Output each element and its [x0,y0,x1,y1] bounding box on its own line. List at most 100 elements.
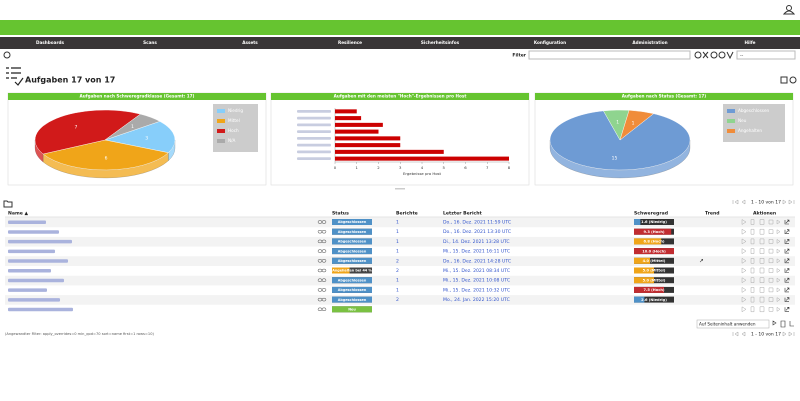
export-icon[interactable] [784,287,790,293]
nav-item[interactable]: Dashboards [36,40,65,45]
severity-label: 9.3 (Hoch) [643,230,664,234]
last-report[interactable]: Do., 16. Dez. 2021 13:30 UTC [443,229,511,235]
folder-icon[interactable] [3,200,13,208]
last-report[interactable]: Mi., 15. Dez. 2021 10:32 UTC [443,287,510,293]
last-report[interactable]: Mi., 15. Dez. 2021 08:34 UTC [443,268,510,274]
nav-item[interactable]: Administration [632,40,667,45]
status-bar [332,277,372,284]
report-count[interactable]: 1 [396,239,399,245]
filter-select[interactable] [736,50,796,60]
task-name-blurred[interactable] [8,307,73,312]
row-stripe [5,275,795,286]
nav-item[interactable]: Assets [242,40,258,45]
filter-select-value: -- [740,54,744,59]
nav-item[interactable]: Resilience [338,40,362,45]
task-name-blurred[interactable] [8,249,55,254]
export-icon[interactable] [784,239,790,244]
action-icons[interactable] [741,267,781,274]
x-tick-label: 8 [508,165,511,170]
task-name-blurred[interactable] [8,220,46,225]
report-count[interactable]: 2 [396,297,399,303]
help-icon[interactable] [3,51,11,59]
status-label: Abgeschlossen [338,249,367,253]
export-icon[interactable] [784,297,790,302]
x-tick-label: 4 [421,165,424,170]
action-icons[interactable] [741,286,781,293]
report-count[interactable]: 1 [396,278,399,284]
column-header[interactable]: Status [332,211,349,217]
severity-track [634,219,674,225]
action-icons[interactable] [741,306,781,313]
export-icon[interactable] [784,258,790,264]
last-report[interactable]: Mi., 15. Dez. 2021 16:11 UTC [443,249,510,255]
action-icons[interactable] [741,238,781,245]
status-track [332,267,372,274]
pager-icons[interactable] [782,199,795,205]
column-header: Aktionen [753,211,776,217]
filter-input[interactable] [528,50,691,60]
observer-icon [317,220,327,224]
task-name-blurred[interactable] [8,230,59,234]
column-header[interactable]: Trend [705,211,720,217]
pie-slice [619,110,655,141]
action-icons[interactable] [741,277,781,284]
last-report[interactable]: Di., 14. Dez. 2021 13:28 UTC [443,239,510,245]
task-name-blurred[interactable] [8,288,47,292]
column-header[interactable]: Berichte [396,211,418,217]
pie-value-label: 1 [131,124,134,130]
export-icon[interactable] [784,268,790,273]
task-name-blurred[interactable] [8,239,72,244]
action-icons[interactable] [741,219,781,225]
report-count[interactable]: 1 [396,220,399,226]
export-icon[interactable] [784,248,790,254]
pagination-top: 1 - 10 von 17 [751,200,781,206]
export-icon[interactable] [784,229,790,234]
observer-icon [317,249,327,253]
last-report[interactable]: Mi., 15. Dez. 2021 10:08 UTC [443,278,510,284]
report-count[interactable]: 1 [396,287,399,293]
filter-icons[interactable] [694,51,734,60]
column-header[interactable]: Letzter Bericht [443,211,483,217]
action-icons[interactable] [741,257,781,264]
nav-bar [0,37,800,49]
nav-item[interactable]: Konfiguration [534,40,566,45]
pie: 151 1 [549,109,691,179]
task-name-blurred[interactable] [8,278,64,283]
bulk-select[interactable] [696,319,770,329]
column-header[interactable]: Schweregrad [634,211,668,217]
last-report[interactable]: Mo., 24. Jan. 2022 15:20 UTC [443,297,510,303]
report-count[interactable]: 1 [396,249,399,255]
pie-slice [42,139,169,171]
legend-swatch [217,139,225,143]
report-count[interactable]: 2 [396,268,399,274]
bar [335,136,401,141]
column-header[interactable]: Name ▲ [8,211,28,217]
status-bar [332,286,372,293]
task-name-blurred[interactable] [8,298,60,302]
resize-handle[interactable] [395,188,405,190]
last-report[interactable]: Do., 16. Dez. 2021 11:59 UTC [443,220,511,226]
report-count[interactable]: 2 [396,258,399,264]
pager-icons[interactable] [732,199,746,205]
report-count[interactable]: 1 [396,229,399,235]
task-name-blurred[interactable] [8,269,51,273]
export-icon[interactable] [784,219,790,225]
export-icon[interactable] [784,307,790,312]
action-icons[interactable] [741,296,781,303]
user-icon[interactable] [782,5,796,15]
export-icon[interactable] [784,277,790,283]
bar [335,116,362,121]
task-name-blurred[interactable] [8,259,68,263]
nav-item[interactable]: Hilfe [744,40,755,45]
pager-icons[interactable] [732,331,795,337]
nav-item[interactable]: Scans [143,40,157,45]
last-report[interactable]: Do., 16. Dez. 2021 14:28 UTC [443,258,511,264]
pie-slice [104,113,161,141]
chart-header [271,93,529,100]
bulk-icons[interactable] [772,320,794,328]
severity-label: 4.0 (Mittel) [643,259,666,263]
title-icons[interactable] [780,76,797,84]
nav-item[interactable]: Sicherheitsinfos [421,40,460,45]
action-icons[interactable] [741,228,781,235]
action-icons[interactable] [741,248,781,255]
